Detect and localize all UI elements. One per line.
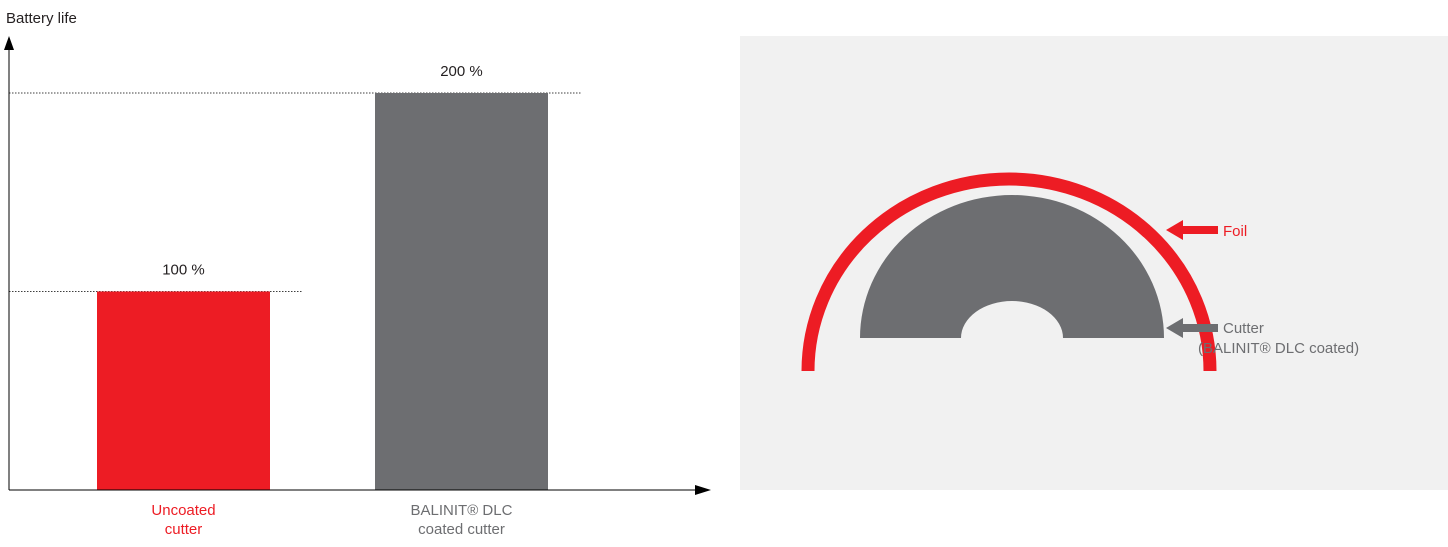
bar [375, 93, 548, 490]
cutter-label: Cutter [1223, 320, 1264, 337]
foil-arc [801, 172, 1217, 372]
bars [97, 93, 548, 490]
y-axis-arrow-icon [4, 36, 14, 50]
foil-arrow-icon [1166, 220, 1218, 240]
category-label: BALINIT® DLC [411, 502, 513, 519]
value-label: 100 % [162, 262, 205, 279]
cutter-arrow-icon [1166, 318, 1218, 338]
category-label: coated cutter [418, 521, 505, 538]
foil-label: Foil [1223, 223, 1247, 240]
category-label: cutter [165, 521, 203, 538]
x-axis-arrow-icon [695, 485, 711, 495]
value-labels: 100 % 200 % [162, 63, 483, 279]
category-label: Uncoated [151, 502, 215, 519]
cutter-label-coating: (BALINIT® DLC coated) [1198, 340, 1359, 357]
cutter-shape [860, 195, 1164, 338]
category-labels: Uncoated cutter BALINIT® DLC coated cutter [151, 502, 512, 538]
bar [97, 291, 270, 490]
value-label: 200 % [440, 63, 483, 80]
y-axis-label: Battery life [6, 10, 77, 27]
foil-cutter-diagram: Foil Cutter (BALINIT® DLC coated) [740, 36, 1448, 490]
